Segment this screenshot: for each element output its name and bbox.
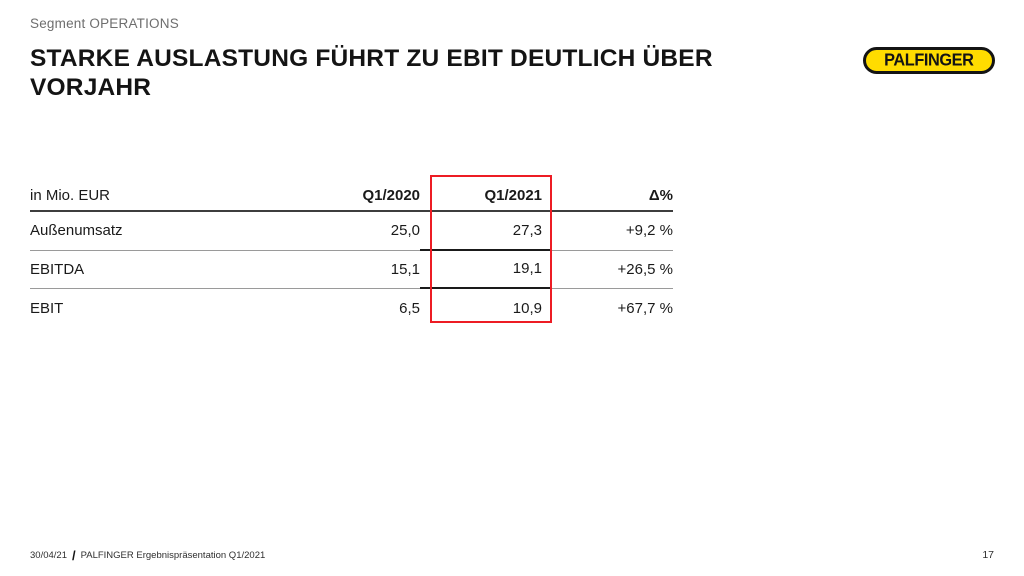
table-row-aussenumsatz: Außenumsatz 25,0 27,3 +9,2 %: [30, 212, 673, 251]
row-value-q1-2020: 25,0: [280, 212, 420, 251]
page-number: 17: [982, 549, 994, 561]
table-header-q1-2021: Q1/2021: [484, 186, 542, 204]
slide-kicker: Segment OPERATIONS: [30, 16, 179, 31]
slide-footer: 30/04/21 / PALFINGER Ergebnispräsentatio…: [30, 548, 265, 563]
table-header-row: in Mio. EUR Q1/2020 Q1/2021 Δ%: [30, 180, 673, 212]
row-label: Außenumsatz: [30, 212, 280, 251]
table-header-delta: Δ%: [648, 186, 673, 204]
row-value-q1-2020: 15,1: [280, 251, 420, 289]
footer-label: PALFINGER Ergebnispräsentation Q1/2021: [80, 550, 266, 561]
row-value-q1-2021: 10,9: [512, 299, 542, 317]
footer-date: 30/04/21: [30, 550, 67, 561]
row-value-q1-2021: 19,1: [420, 251, 552, 289]
table-header-q1-2020: Q1/2020: [362, 186, 420, 204]
financials-table: in Mio. EUR Q1/2020 Q1/2021 Δ% Außenumsa…: [30, 180, 673, 328]
palfinger-logo: PALFINGER: [863, 47, 995, 74]
row-value-delta: +26,5 %: [552, 251, 673, 289]
slide-title-line2: VORJAHR: [30, 74, 152, 102]
row-value-delta: +9,2 %: [552, 212, 673, 251]
table-row-ebitda: EBITDA 15,1 19,1 +26,5 %: [30, 251, 673, 289]
table-header-unit: in Mio. EUR: [30, 186, 111, 204]
row-value-q1-2020: 6,5: [399, 299, 420, 317]
row-label: EBIT: [30, 299, 64, 317]
footer-separator: /: [71, 548, 76, 563]
slide-title: STARKE AUSLASTUNG FÜHRT ZU EBIT DEUTLICH…: [30, 44, 840, 103]
slide-title-line1: STARKE AUSLASTUNG FÜHRT ZU EBIT DEUTLICH…: [30, 45, 713, 72]
row-value-delta: +67,7 %: [617, 299, 673, 317]
palfinger-logo-text: PALFINGER: [884, 50, 974, 70]
table-row-ebit: EBIT 6,5 10,9 +67,7 %: [30, 289, 673, 328]
row-label: EBITDA: [30, 251, 280, 289]
row-value-q1-2021: 27,3: [420, 212, 552, 251]
